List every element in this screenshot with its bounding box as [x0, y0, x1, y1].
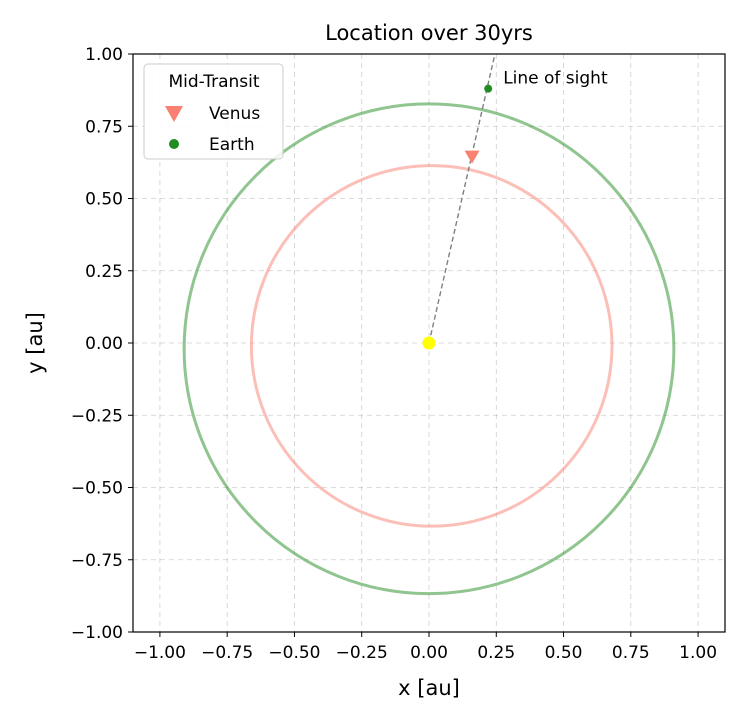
x-tick-label: −1.00: [134, 643, 186, 663]
y-tick-label: 0.75: [85, 117, 123, 137]
y-tick-label: −0.75: [71, 551, 123, 571]
line-of-sight: [428, 53, 496, 344]
earth-marker: [484, 84, 493, 93]
y-axis-label: y [au]: [23, 312, 47, 374]
y-tick-label: 0.50: [85, 190, 123, 210]
orbit-earth: [182, 102, 676, 596]
legend-box: [143, 63, 284, 160]
y-tick-label: 0.00: [85, 334, 123, 354]
y-tick-label: −0.25: [71, 406, 123, 426]
x-tick-label: 0.25: [477, 643, 515, 663]
x-tick-label: 1.00: [679, 643, 717, 663]
y-tick-label: −0.50: [71, 479, 123, 499]
legend-venus-icon: [165, 106, 183, 122]
x-tick-label: 0.75: [612, 643, 650, 663]
x-axis-label: x [au]: [398, 676, 460, 700]
x-tick-label: 0.50: [545, 643, 583, 663]
grid: [133, 53, 725, 633]
sun-marker: [422, 336, 436, 350]
legend-earth-label: Earth: [209, 135, 255, 155]
legend-earth-icon: [169, 139, 179, 149]
x-tick-label: −0.75: [201, 643, 253, 663]
x-tick-label: 0.00: [410, 643, 448, 663]
line-of-sight-label: Line of sight: [503, 69, 608, 89]
y-tick-label: 1.00: [85, 45, 123, 65]
venus-marker: [464, 150, 480, 164]
chart-title: Location over 30yrs: [325, 21, 533, 45]
plot-area: Line of sight: [182, 53, 676, 596]
y-tick-label: 0.25: [85, 262, 123, 282]
ticks: −1.00 −0.75 −0.50 −0.25 0.00 0.25 0.50 0.75 1.00…: [71, 45, 717, 663]
orbit-venus: [249, 164, 614, 528]
legend-venus-label: Venus: [209, 104, 260, 124]
y-tick-label: −1.00: [71, 623, 123, 643]
x-tick-label: −0.25: [336, 643, 388, 663]
x-tick-label: −0.50: [268, 643, 320, 663]
legend: Mid-Transit Venus Earth: [143, 63, 284, 160]
legend-title: Mid-Transit: [168, 72, 259, 92]
